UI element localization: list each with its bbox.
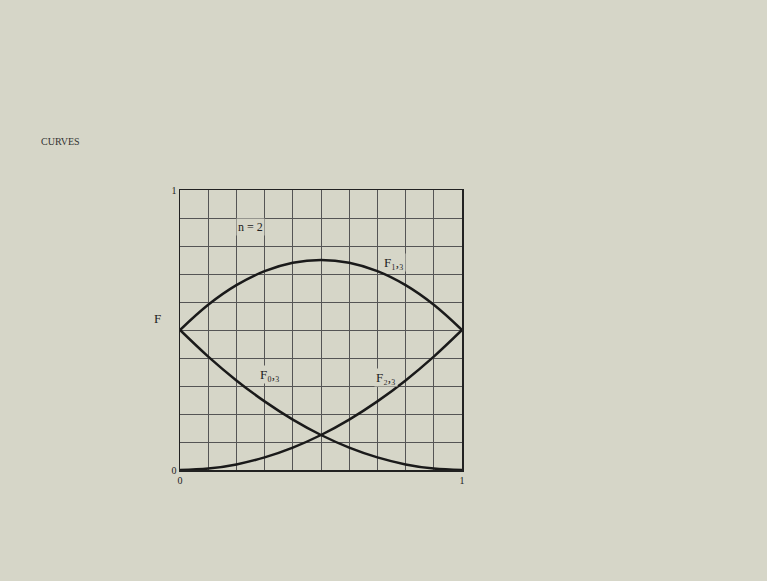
svg-text:0: 0 — [172, 465, 177, 476]
svg-text:1: 1 — [460, 475, 465, 486]
svg-text:F₂,₃: F₂,₃ — [376, 370, 396, 385]
svg-text:F₀,₃: F₀,₃ — [260, 367, 280, 382]
svg-text:CURVES: CURVES — [41, 136, 80, 147]
svg-text:1: 1 — [172, 185, 177, 196]
svg-text:F: F — [154, 311, 161, 326]
svg-text:F₁,₃: F₁,₃ — [384, 255, 404, 270]
svg-text:n = 2: n = 2 — [238, 220, 263, 234]
svg-text:0: 0 — [178, 475, 183, 486]
